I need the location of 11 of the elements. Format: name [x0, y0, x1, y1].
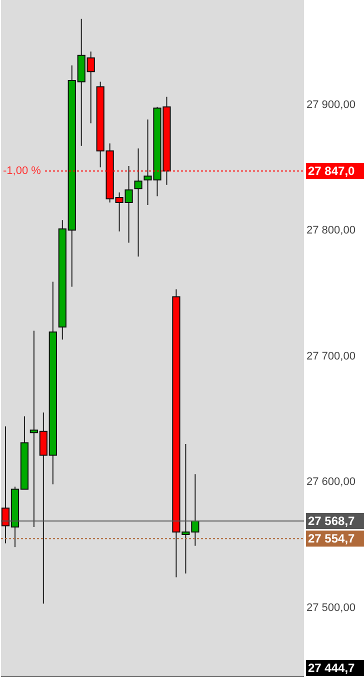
- ref-line-label: 27 568,7: [308, 514, 356, 528]
- ref-line-label: 27 847,0: [308, 164, 356, 178]
- ref-line-label: 27 444,7: [308, 661, 356, 675]
- y-tick-label: 27 900,00: [306, 98, 356, 111]
- ref-line-label: 27 554,7: [308, 532, 356, 546]
- annotation: -1,00 %: [3, 165, 42, 178]
- y-tick-label: 27 800,00: [306, 224, 356, 237]
- y-tick-label: 27 700,00: [306, 350, 356, 362]
- y-tick-label: 27 600,00: [306, 476, 356, 488]
- candlestick: [134, 148, 142, 258]
- y-tick-label: 27 500,00: [306, 602, 356, 614]
